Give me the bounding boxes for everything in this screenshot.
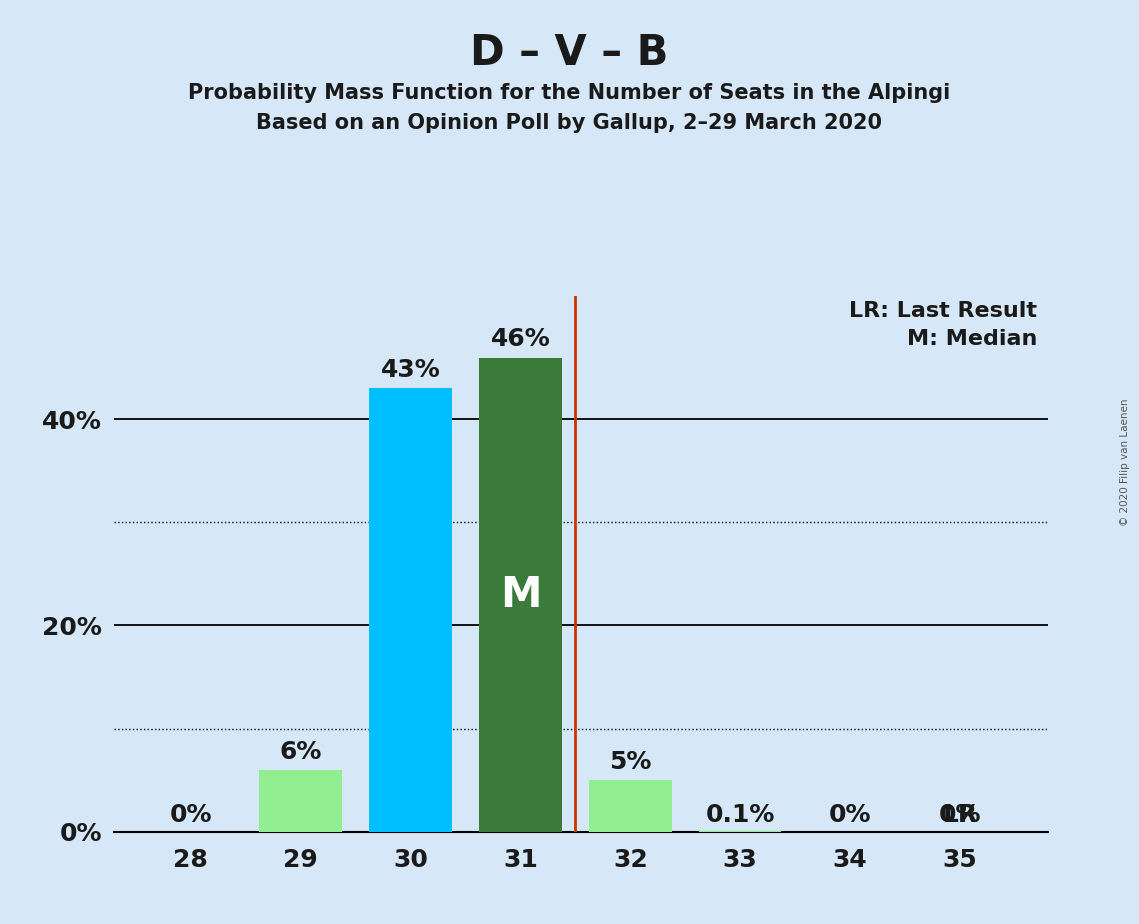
Text: D – V – B: D – V – B [470,32,669,74]
Bar [260,770,342,832]
Text: M: M [500,574,541,615]
Text: LR: Last Result: LR: Last Result [849,301,1036,321]
Bar [480,358,562,832]
Bar [589,780,672,832]
Bar [369,388,452,832]
Bar [699,831,781,832]
Text: 46%: 46% [491,327,550,351]
Text: 0.1%: 0.1% [705,804,775,828]
Text: 43%: 43% [380,359,441,383]
Text: LR: LR [942,804,977,828]
Text: M: Median: M: Median [907,329,1036,348]
Text: 0%: 0% [170,804,212,828]
Text: Based on an Opinion Poll by Gallup, 2–29 March 2020: Based on an Opinion Poll by Gallup, 2–29… [256,113,883,133]
Text: Probability Mass Function for the Number of Seats in the Alpingi: Probability Mass Function for the Number… [188,83,951,103]
Text: 0%: 0% [829,804,871,828]
Text: 0%: 0% [939,804,981,828]
Text: © 2020 Filip van Laenen: © 2020 Filip van Laenen [1120,398,1130,526]
Text: 5%: 5% [609,750,652,774]
Text: 6%: 6% [279,739,322,763]
